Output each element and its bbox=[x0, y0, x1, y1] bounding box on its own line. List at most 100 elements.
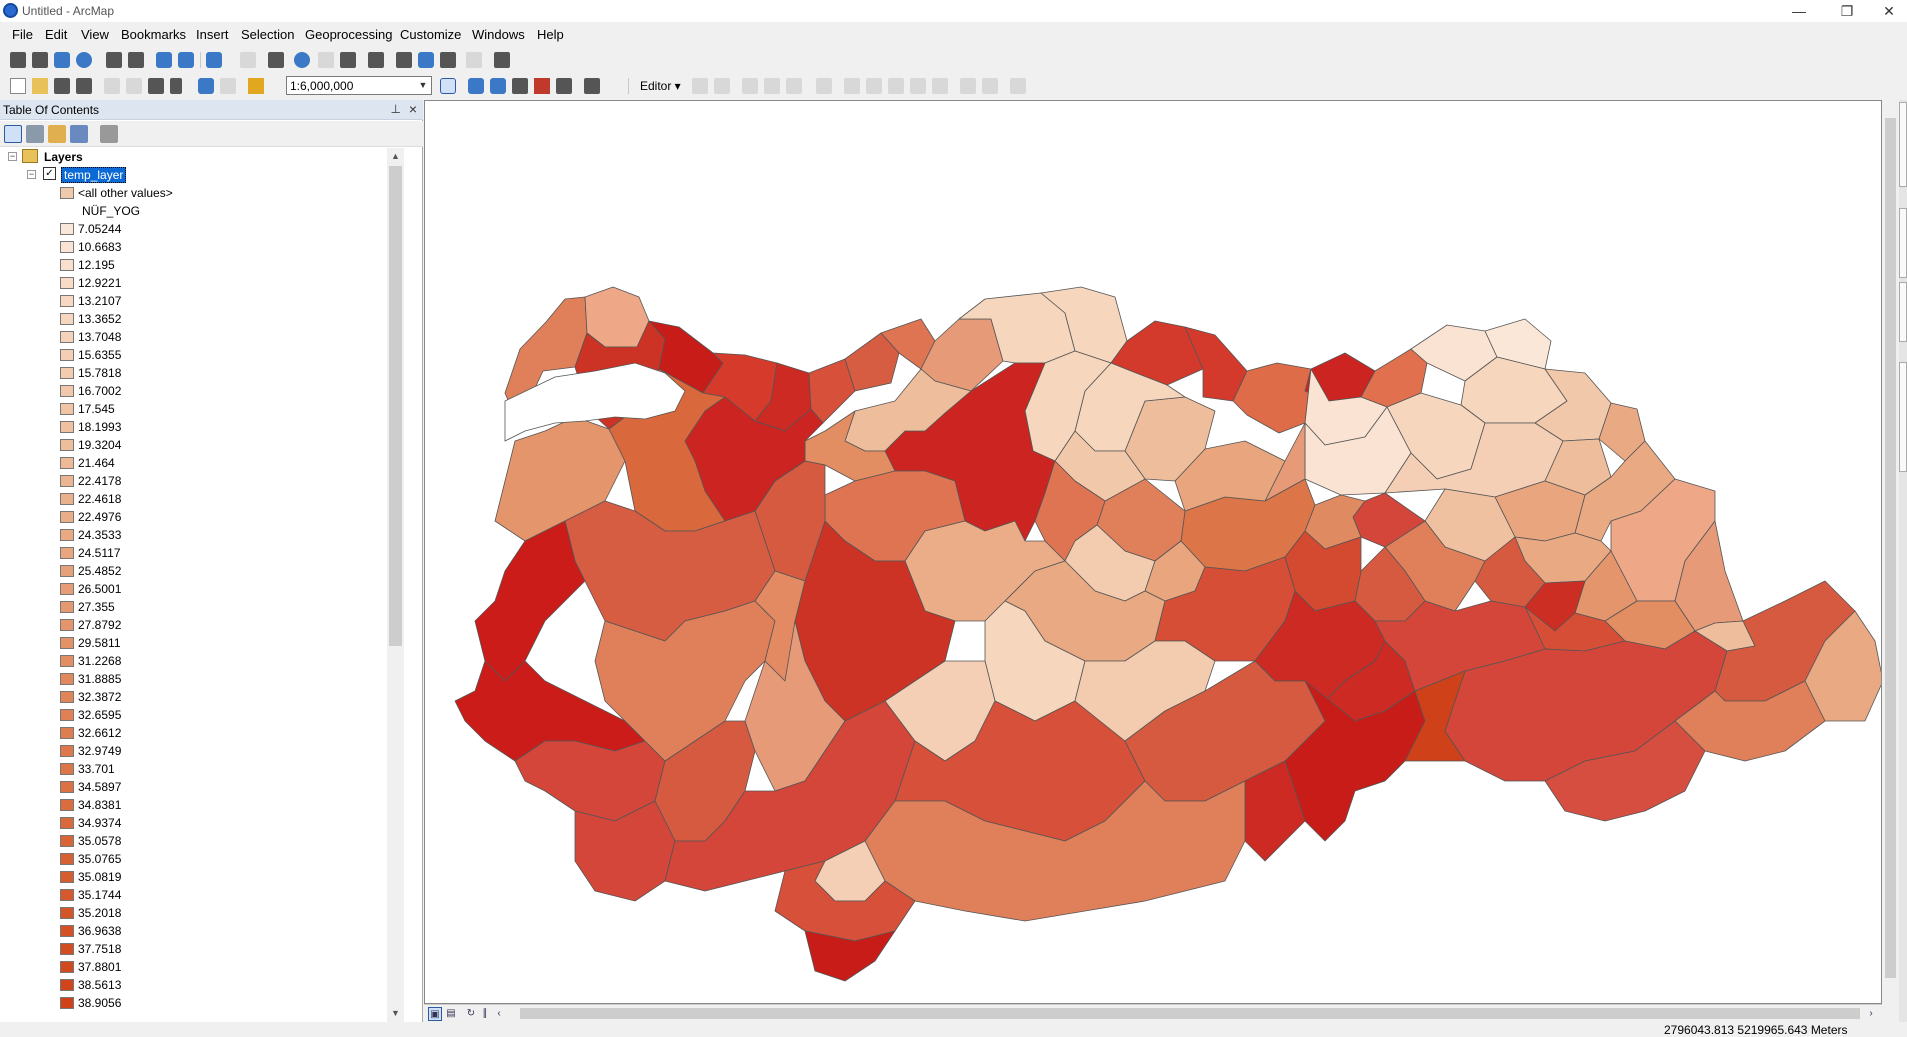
map-horizontal-scrollbar[interactable]: ▣ ▤ ↻ ∥ ‹ › bbox=[424, 1004, 1882, 1022]
search-tab[interactable] bbox=[1899, 282, 1907, 342]
refresh-icon[interactable]: ↻ bbox=[466, 1008, 476, 1019]
close-window-button[interactable]: ✕ bbox=[1883, 3, 1895, 19]
full-extent-icon[interactable] bbox=[76, 52, 92, 68]
data-view-icon[interactable]: ▣ bbox=[428, 1007, 442, 1021]
paste-icon[interactable] bbox=[148, 78, 164, 94]
save-icon[interactable] bbox=[54, 78, 70, 94]
reshape-icon[interactable] bbox=[866, 78, 882, 94]
new-document-icon[interactable] bbox=[10, 78, 26, 94]
edit-tool-icon[interactable] bbox=[692, 78, 708, 94]
forward-extent-icon[interactable] bbox=[178, 52, 194, 68]
find-route-icon[interactable] bbox=[418, 52, 434, 68]
menu-view[interactable]: View bbox=[81, 27, 109, 42]
close-icon[interactable]: × bbox=[408, 101, 417, 117]
catalog-tab[interactable] bbox=[1899, 208, 1907, 278]
zoom-in-icon[interactable] bbox=[10, 52, 26, 68]
python-window-icon[interactable] bbox=[556, 78, 572, 94]
arctoolbox-tab[interactable] bbox=[1899, 102, 1907, 187]
scroll-left-icon[interactable]: ‹ bbox=[497, 1008, 501, 1019]
point-icon[interactable] bbox=[816, 78, 832, 94]
modelbuilder-icon[interactable] bbox=[584, 78, 600, 94]
editor-toolbar-toggle-icon[interactable] bbox=[440, 78, 456, 94]
create-features-icon[interactable] bbox=[1010, 78, 1026, 94]
add-data-icon[interactable] bbox=[248, 78, 264, 94]
pan-icon[interactable] bbox=[54, 52, 70, 68]
attributes-icon[interactable] bbox=[960, 78, 976, 94]
menu-edit[interactable]: Edit bbox=[45, 27, 68, 42]
list-by-drawing-order-icon[interactable] bbox=[4, 125, 22, 143]
end-point-arc-icon[interactable] bbox=[764, 78, 780, 94]
search-window-icon[interactable] bbox=[512, 78, 528, 94]
menu-bookmarks[interactable]: Bookmarks bbox=[121, 27, 187, 42]
edit-vertices-icon[interactable] bbox=[844, 78, 860, 94]
time-slider-icon[interactable] bbox=[466, 52, 482, 68]
fixed-zoom-out-icon[interactable] bbox=[128, 52, 144, 68]
clear-selection-icon[interactable] bbox=[240, 52, 256, 68]
rotate-icon[interactable] bbox=[932, 78, 948, 94]
menu-insert[interactable]: Insert bbox=[196, 27, 229, 42]
print-icon[interactable] bbox=[76, 78, 92, 94]
list-by-visibility-icon[interactable] bbox=[48, 125, 66, 143]
list-by-source-icon[interactable] bbox=[26, 125, 44, 143]
layer-visibility-checkbox[interactable]: ✓ bbox=[43, 167, 56, 180]
menu-selection[interactable]: Selection bbox=[241, 27, 295, 42]
menu-geoprocessing[interactable]: Geoprocessing bbox=[305, 27, 393, 42]
chevron-down-icon[interactable]: ▼ bbox=[418, 80, 428, 90]
hyperlink-icon[interactable] bbox=[318, 52, 334, 68]
open-icon[interactable] bbox=[32, 78, 48, 94]
trace-icon[interactable] bbox=[786, 78, 802, 94]
toc-scrollbar[interactable]: ▲ ▼ bbox=[387, 148, 404, 1022]
menu-file[interactable]: File bbox=[12, 27, 33, 42]
catalog-window-icon[interactable] bbox=[490, 78, 506, 94]
menu-help[interactable]: Help bbox=[537, 27, 564, 42]
pause-drawing-icon[interactable]: ∥ bbox=[482, 1008, 488, 1019]
layer-row[interactable]: − ✓ temp_layer bbox=[0, 166, 380, 184]
fixed-zoom-in-icon[interactable] bbox=[106, 52, 122, 68]
back-extent-icon[interactable] bbox=[156, 52, 172, 68]
arctoolbox-icon[interactable] bbox=[534, 78, 550, 94]
delete-icon[interactable] bbox=[170, 78, 182, 94]
scroll-thumb[interactable] bbox=[389, 166, 402, 646]
zoom-out-icon[interactable] bbox=[32, 52, 48, 68]
layout-view-icon[interactable]: ▤ bbox=[446, 1008, 456, 1019]
editor-menu-button[interactable]: Editor ▾ bbox=[640, 79, 681, 93]
identify-icon[interactable] bbox=[294, 52, 310, 68]
collapse-icon[interactable]: − bbox=[8, 151, 17, 161]
scroll-thumb[interactable] bbox=[520, 1008, 1860, 1019]
toc-options-icon[interactable] bbox=[100, 125, 118, 143]
collapse-icon[interactable]: − bbox=[27, 169, 36, 179]
map-canvas[interactable] bbox=[424, 100, 1882, 1004]
go-to-xy-icon[interactable] bbox=[440, 52, 456, 68]
scroll-thumb[interactable] bbox=[1885, 118, 1896, 978]
measure-icon[interactable] bbox=[368, 52, 384, 68]
scroll-up-icon[interactable]: ▲ bbox=[391, 151, 400, 161]
menu-windows[interactable]: Windows bbox=[472, 27, 525, 42]
create-features-tab[interactable] bbox=[1899, 362, 1907, 472]
layer-name[interactable]: temp_layer bbox=[61, 167, 127, 183]
layers-root-row[interactable]: − Layers bbox=[0, 148, 380, 166]
scroll-right-icon[interactable]: › bbox=[1869, 1008, 1873, 1019]
copy-icon[interactable] bbox=[126, 78, 142, 94]
straight-segment-icon[interactable] bbox=[742, 78, 758, 94]
find-icon[interactable] bbox=[396, 52, 412, 68]
undo-icon[interactable] bbox=[198, 78, 214, 94]
pin-icon[interactable]: ⊥ bbox=[390, 102, 401, 116]
select-features-icon[interactable] bbox=[206, 52, 222, 68]
minimize-button[interactable]: — bbox=[1792, 3, 1806, 19]
create-viewer-icon[interactable] bbox=[494, 52, 510, 68]
table-of-contents-icon[interactable] bbox=[468, 78, 484, 94]
sketch-properties-icon[interactable] bbox=[982, 78, 998, 94]
split-icon[interactable] bbox=[910, 78, 926, 94]
select-elements-icon[interactable] bbox=[268, 52, 284, 68]
map-scale-combobox[interactable]: 1:6,000,000 ▼ bbox=[286, 76, 432, 95]
map-vertical-scrollbar[interactable] bbox=[1882, 100, 1899, 1004]
restore-button[interactable]: ❐ bbox=[1840, 3, 1854, 19]
cut-icon[interactable] bbox=[104, 78, 120, 94]
redo-icon[interactable] bbox=[220, 78, 236, 94]
edit-annotation-icon[interactable] bbox=[714, 78, 730, 94]
list-by-selection-icon[interactable] bbox=[70, 125, 88, 143]
html-popup-icon[interactable] bbox=[340, 52, 356, 68]
cut-polygons-icon[interactable] bbox=[888, 78, 904, 94]
scroll-down-icon[interactable]: ▼ bbox=[391, 1008, 400, 1018]
menu-customize[interactable]: Customize bbox=[400, 27, 462, 42]
